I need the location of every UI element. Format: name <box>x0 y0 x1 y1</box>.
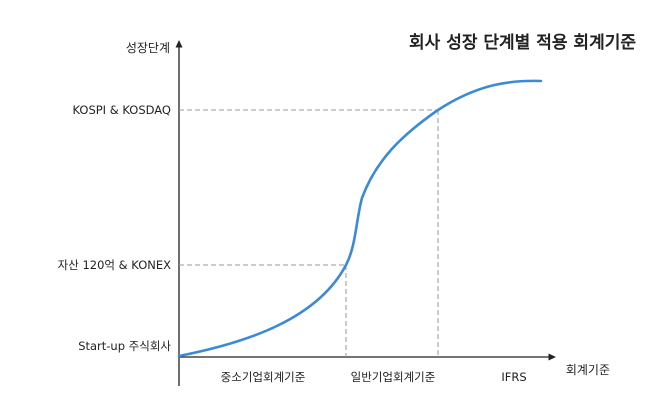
x-axis-title: 회계기준 <box>566 363 610 377</box>
stage-label-startup: Start-up 주식회사 <box>78 339 171 353</box>
standard-label-sme: 중소기업회계기준 <box>221 370 306 384</box>
stage-label-kospi: KOSPI & KOSDAQ <box>72 103 171 117</box>
standard-label-general: 일반기업회계기준 <box>351 370 436 384</box>
x-axis-arrow-icon <box>548 353 556 361</box>
standard-label-ifrs: IFRS <box>501 370 526 384</box>
y-axis-title: 성장단계 <box>126 41 170 55</box>
stage-label-konex: 자산 120억 & KONEX <box>58 258 171 272</box>
y-axis-arrow-icon <box>175 40 183 48</box>
diagram-title: 회사 성장 단계별 적용 회계기준 <box>409 33 636 53</box>
growth-curve <box>177 79 543 358</box>
